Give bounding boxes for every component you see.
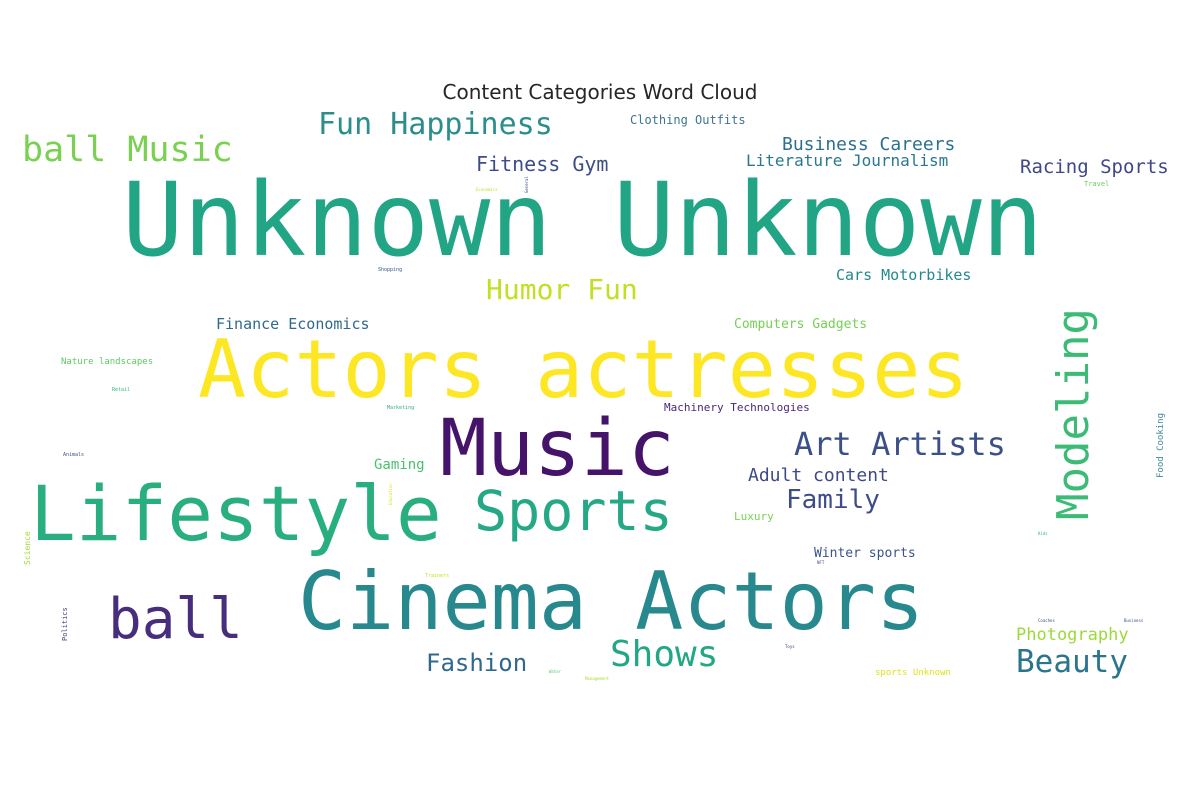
word-ball: ball <box>108 587 243 652</box>
word-fashion: Fashion <box>426 649 528 677</box>
word-marketing: Marketing <box>387 405 415 411</box>
chart-title: Content Categories Word Cloud <box>442 80 758 104</box>
word-general: General <box>524 176 529 193</box>
word-cinema-actors: Cinema Actors <box>298 555 925 648</box>
word-education: Education <box>388 483 393 505</box>
word-computers-gadgets: Computers Gadgets <box>734 317 868 332</box>
word-retail: Retail <box>112 387 131 393</box>
word-luxury: Luxury <box>734 510 774 523</box>
word-machinery-technologies: Machinery Technologies <box>664 401 810 414</box>
word-art-artists: Art Artists <box>794 425 1006 463</box>
word-cars-motorbikes: Cars Motorbikes <box>836 266 972 284</box>
word-humor-fun: Humor Fun <box>486 273 638 306</box>
word-sports: Sports <box>474 479 673 543</box>
word-finance-economics: Finance Economics <box>216 315 370 333</box>
word-toys: Toys <box>785 644 795 649</box>
word-winter-sports: Winter sports <box>814 546 916 561</box>
word-shopping: Shopping <box>378 267 403 273</box>
word-trainers: Trainers <box>425 573 450 579</box>
word-fun-happiness: Fun Happiness <box>318 107 553 142</box>
word-business: Business <box>1124 618 1144 623</box>
word-economics: Economics <box>476 187 498 192</box>
word-adult-content: Adult content <box>748 465 889 486</box>
word-animals: Animals <box>63 452 85 458</box>
word-science: Science <box>23 531 32 565</box>
word-nature-landscapes: Nature landscapes <box>61 357 154 367</box>
word-nft: NFT <box>817 560 825 565</box>
word-sports-unknown: sports Unknown <box>875 668 951 678</box>
word-water: Water <box>549 669 562 674</box>
word-modeling: Modeling <box>1048 308 1099 520</box>
word-unknown-unknown: Unknown Unknown <box>122 161 1044 280</box>
word-politics: Politics <box>61 607 69 641</box>
word-literature-journalism: Literature Journalism <box>746 151 949 170</box>
word-coaches: Coaches <box>1038 618 1055 623</box>
word-clothing-outfits: Clothing Outfits <box>630 113 746 127</box>
word-photography: Photography <box>1016 625 1129 645</box>
word-business-careers: Business Careers <box>782 134 956 155</box>
word-lifestyle: Lifestyle <box>30 469 442 558</box>
word-music: Music <box>440 404 675 494</box>
word-management: Management <box>585 676 610 681</box>
word-racing-sports: Racing Sports <box>1020 156 1169 178</box>
word-gaming: Gaming <box>374 457 425 473</box>
word-actors-actresses: Actors actresses <box>198 323 969 416</box>
word-beauty: Beauty <box>1016 644 1128 680</box>
word-food-cooking: Food Cooking <box>1156 412 1166 478</box>
word-fitness-gym: Fitness Gym <box>476 152 609 176</box>
word-family: Family <box>786 485 880 515</box>
word-ball-music: ball Music <box>22 130 233 170</box>
word-shows: Shows <box>610 634 719 675</box>
word-travel: Travel <box>1084 180 1110 188</box>
word-kids: Kids <box>1038 531 1048 536</box>
